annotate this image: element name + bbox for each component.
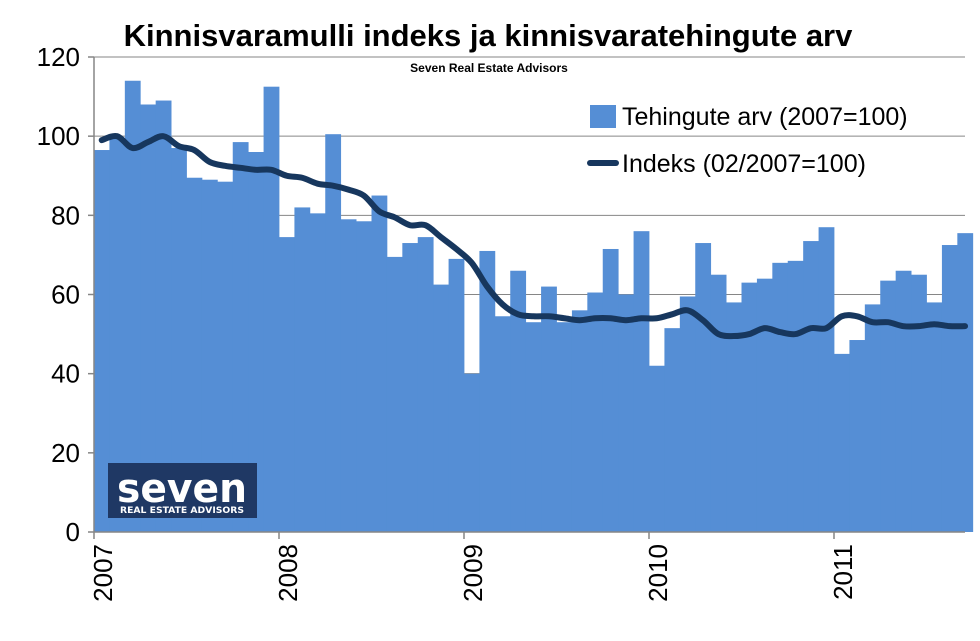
- y-tick-label: 0: [66, 517, 80, 547]
- bar: [510, 270, 527, 532]
- bar: [155, 100, 172, 532]
- bar: [756, 278, 773, 532]
- bar: [94, 150, 110, 532]
- bar: [957, 233, 974, 532]
- bar: [494, 316, 511, 532]
- x-tick-label: 2007: [88, 544, 118, 602]
- bar: [895, 270, 912, 532]
- bar: [571, 310, 588, 532]
- bar: [864, 304, 881, 532]
- chart-title: Kinnisvaramulli indeks ja kinnisvaratehi…: [124, 18, 854, 53]
- bar: [325, 134, 342, 532]
- y-tick-label: 120: [37, 42, 80, 72]
- bar: [417, 237, 434, 532]
- x-tick-label: 2009: [458, 544, 488, 602]
- x-tick-label: 2011: [828, 544, 858, 600]
- y-tick-label: 40: [51, 359, 80, 389]
- y-tick-label: 60: [51, 280, 80, 310]
- y-tick-label: 100: [37, 121, 80, 151]
- bar: [541, 286, 557, 532]
- bar: [633, 231, 650, 533]
- y-tick-labels: 0 20 40 60 80 100 120: [37, 42, 80, 547]
- legend: Tehingute arv (2007=100) Indeks (02/2007…: [587, 103, 908, 178]
- legend-label-line: Indeks (02/2007=100): [622, 150, 866, 178]
- bar: [464, 373, 480, 532]
- bar: [217, 181, 234, 532]
- bar: [649, 365, 665, 532]
- bar: [263, 86, 280, 532]
- bar: [880, 280, 897, 532]
- bar: [834, 353, 850, 533]
- chart-subtitle: Seven Real Estate Advisors: [410, 61, 568, 75]
- bar: [679, 296, 696, 532]
- bar: [772, 262, 789, 532]
- bar: [340, 219, 357, 533]
- bar: [525, 322, 542, 532]
- bar: [587, 292, 604, 532]
- bar: [124, 80, 141, 532]
- bar: [232, 142, 249, 532]
- bar: [386, 256, 403, 532]
- bar: [787, 260, 804, 532]
- bar: [448, 258, 465, 533]
- bar: [248, 152, 264, 532]
- bar: [201, 179, 218, 532]
- bar: [664, 328, 681, 532]
- bar: [741, 282, 758, 533]
- bar: [186, 177, 203, 533]
- y-tick-label: 20: [51, 438, 80, 468]
- x-tick-labels: 2007 2008 2009 2010 2011: [88, 544, 858, 602]
- bar: [140, 104, 157, 532]
- bar: [371, 195, 388, 533]
- seven-logo: seven REAL ESTATE ADVISORS: [108, 463, 257, 518]
- bar: [911, 274, 927, 532]
- bar: [803, 241, 819, 532]
- bar: [849, 340, 866, 532]
- bar: [602, 248, 619, 533]
- axes: [88, 56, 965, 539]
- x-tick-label: 2008: [273, 544, 303, 602]
- bar: [726, 302, 742, 532]
- y-tick-label: 80: [51, 200, 80, 230]
- bar: [695, 243, 712, 533]
- bar: [309, 213, 326, 532]
- logo-background: [108, 463, 257, 518]
- bar: [171, 148, 187, 533]
- legend-label-bars: Tehingute arv (2007=100): [622, 103, 908, 131]
- bar: [618, 294, 634, 532]
- index-line: [98, 132, 969, 340]
- bar: [556, 322, 573, 532]
- bar-series: [94, 80, 974, 533]
- bar: [479, 250, 496, 532]
- bar: [356, 221, 372, 532]
- logo-wordmark: seven: [117, 466, 247, 512]
- bar: [402, 243, 419, 533]
- bar: [926, 302, 943, 532]
- bar: [294, 207, 311, 533]
- logo-tagline: REAL ESTATE ADVISORS: [120, 506, 244, 516]
- bar: [433, 284, 449, 532]
- bar: [279, 237, 295, 532]
- x-tick-label: 2010: [643, 544, 673, 602]
- bar: [818, 227, 835, 532]
- bar: [109, 138, 126, 532]
- legend-swatch-bars: [590, 105, 616, 128]
- bar: [710, 274, 727, 532]
- bar: [941, 245, 958, 532]
